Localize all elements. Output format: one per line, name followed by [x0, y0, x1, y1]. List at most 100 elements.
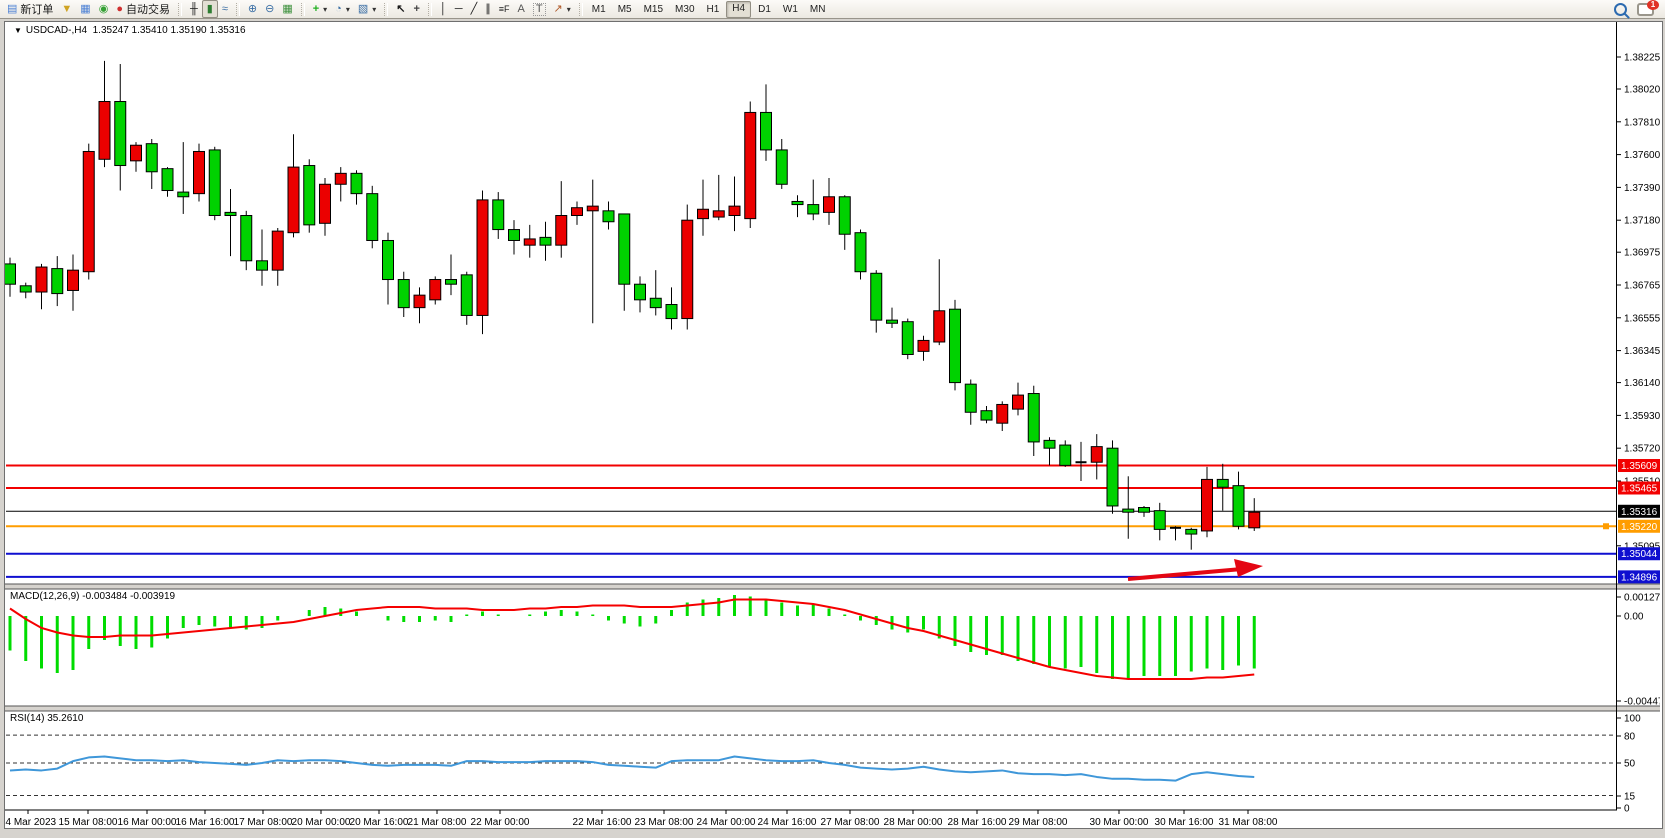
timeframe-button-H1[interactable]: H1: [706, 3, 720, 15]
tile-windows-button[interactable]: ▦: [278, 1, 296, 17]
candle-body: [854, 232, 867, 273]
annotation-arrow-head[interactable]: [1234, 559, 1263, 577]
periods-button[interactable]: ◔ ▾: [331, 1, 354, 17]
timeframe-button-D1[interactable]: D1: [758, 3, 771, 15]
price-axis-tick-label: 1.36975: [1624, 248, 1660, 259]
price-axis-tick-label: 1.37600: [1624, 150, 1660, 161]
chart-ohlc-values: 1.35247 1.35410 1.35190 1.35316: [92, 25, 246, 36]
time-axis-label: 28 Mar 16:00: [948, 817, 1007, 826]
chat-icon[interactable]: 1: [1637, 0, 1659, 16]
candle-body: [712, 210, 725, 218]
main-toolbar: ▤ 新订单 ▼ ▦ ◉ ● 自动交易 ╫ ▮ ≈ ⊕ ⊖ ▦ + ▾ ◔ ▾: [0, 0, 1665, 19]
candle-body: [760, 111, 772, 151]
candle-body: [177, 191, 190, 198]
price-label-box: [1618, 504, 1660, 518]
price-label-box: [1618, 547, 1660, 561]
timeframe-button-M30[interactable]: M30: [675, 3, 695, 15]
search-icon[interactable]: [1614, 2, 1627, 16]
horizontal-line-tool-button[interactable]: ─: [451, 1, 467, 17]
panel-splitter[interactable]: [5, 584, 1660, 589]
zoom-out-icon: ⊖: [265, 3, 275, 15]
candle-body: [555, 215, 568, 246]
timeframe-button-H4[interactable]: H4: [726, 0, 752, 18]
market-watch-button[interactable]: ▦: [76, 1, 94, 17]
chart-title: ▼ USDCAD-,H4 1.35247 1.35410 1.35190 1.35…: [14, 25, 246, 36]
price-label-value: 1.35465: [1621, 484, 1658, 495]
crosshair-tool-button[interactable]: +: [409, 1, 423, 17]
notification-badge: 1: [1647, 0, 1659, 10]
time-axis-label: 20 Mar 16:00: [350, 817, 409, 826]
fibonacci-tool-button[interactable]: ≡F: [495, 1, 514, 17]
zoom-in-button[interactable]: ⊕: [244, 1, 261, 17]
auto-trading-icon: ●: [116, 3, 123, 15]
candle-body: [744, 111, 757, 220]
indicators-button[interactable]: + ▾: [309, 1, 331, 17]
arrows-tool-button[interactable]: ↗ ▾: [550, 1, 575, 17]
candle-body: [571, 207, 583, 217]
rsi-axis-label: 0: [1624, 804, 1630, 815]
time-axis-label: 16 Mar 00:00: [118, 817, 177, 826]
candle-body: [681, 219, 694, 320]
candle-body: [208, 149, 221, 217]
price-axis-tick-label: 1.37180: [1624, 216, 1660, 227]
line-chart-button[interactable]: ≈: [218, 1, 232, 17]
candle-body: [19, 285, 32, 293]
rsi-line: [9, 755, 1255, 782]
candle-body: [996, 403, 1009, 424]
cursor-tool-button[interactable]: ↖: [392, 1, 409, 17]
chart-canvas[interactable]: 1.38225 1.38020 1.37810 1.37600 1.37390 1.371…: [5, 22, 1660, 826]
candle-body: [980, 410, 993, 421]
auto-trading-button[interactable]: ● 自动交易: [112, 1, 174, 17]
new-order-button[interactable]: ▤ 新订单: [3, 1, 57, 17]
candlestick-chart-button[interactable]: ▮: [201, 0, 218, 18]
funnel-icon: ▼: [61, 3, 73, 15]
chart-symbol-period: USDCAD-,H4: [25, 25, 88, 36]
panel-splitter[interactable]: [5, 706, 1660, 711]
funnel-button[interactable]: ▼: [57, 1, 76, 17]
candle-body: [397, 279, 410, 309]
templates-button[interactable]: ▧ ▾: [354, 1, 380, 17]
rsi-axis-label: 15: [1624, 792, 1636, 803]
annotation-arrow-shaft[interactable]: [1127, 567, 1243, 581]
clock-icon: ◔: [335, 3, 342, 15]
candle-body: [334, 172, 347, 185]
candle-body: [82, 150, 95, 273]
toolbar-separator: [384, 2, 389, 16]
timeframe-button-W1[interactable]: W1: [782, 3, 798, 15]
timeframe-button-M1[interactable]: M1: [591, 3, 606, 15]
timeframe-button-M15[interactable]: M15: [643, 3, 664, 15]
zoom-out-button[interactable]: ⊖: [261, 1, 278, 17]
candle-body: [665, 304, 678, 320]
price-label-box: [1618, 570, 1660, 584]
candle-body: [1248, 511, 1261, 529]
price-axis-tick-label: 1.37390: [1624, 183, 1660, 194]
toolbar-right-icons: 1: [1614, 0, 1662, 16]
candle-body: [429, 279, 442, 301]
text-tool-button[interactable]: A: [513, 1, 528, 17]
candle-body: [5, 263, 16, 285]
price-axis-tick-label: 1.35720: [1624, 444, 1660, 455]
candle-body: [1138, 507, 1150, 513]
chart-window[interactable]: 1.38225 1.38020 1.37810 1.37600 1.37390 1.371…: [4, 21, 1663, 829]
trendline-tool-button[interactable]: ╱: [467, 1, 482, 17]
hline-anchor-marker[interactable]: [1603, 523, 1609, 530]
channel-tool-button[interactable]: ∥: [481, 1, 495, 17]
signal-button[interactable]: ◉: [95, 1, 113, 17]
price-label-value: 1.35316: [1621, 507, 1658, 518]
macd-indicator-label: MACD(12,26,9) -0.003484 -0.003919: [10, 591, 176, 602]
timeframe-button-MN[interactable]: MN: [809, 3, 826, 15]
candle-body: [1201, 478, 1213, 532]
candle-body: [319, 183, 331, 224]
time-axis-label: 28 Mar 00:00: [884, 817, 943, 826]
bar-chart-button[interactable]: ╫: [186, 1, 202, 17]
vertical-line-tool-button[interactable]: │: [436, 1, 451, 17]
dropdown-arrow-icon: ▾: [372, 4, 377, 14]
candle-body: [35, 266, 48, 293]
timeframe-button-M5[interactable]: M5: [617, 3, 632, 15]
signal-icon: ◉: [98, 3, 109, 15]
time-axis-label: 24 Mar 16:00: [758, 817, 817, 826]
text-label-tool-button[interactable]: T: [529, 1, 550, 17]
dropdown-arrow-icon: ▾: [566, 4, 571, 14]
candle-body: [492, 199, 505, 231]
new-order-label: 新订单: [20, 4, 54, 16]
